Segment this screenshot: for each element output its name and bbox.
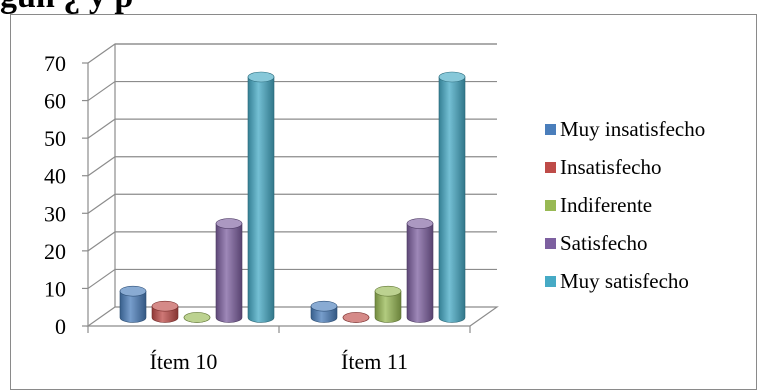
floor [86, 306, 499, 327]
bar-top [374, 285, 402, 297]
bar-body [119, 290, 147, 323]
gridlines [82, 43, 497, 333]
bar-top [215, 218, 243, 229]
bar-top [247, 71, 275, 83]
x-tick-label: Ítem 10 [150, 349, 218, 374]
legend-label: Satisfecho [560, 230, 648, 255]
bar-body [406, 223, 434, 323]
bar-top [151, 300, 179, 312]
legend-item: Insatisfecho [545, 148, 705, 186]
gridline [87, 80, 497, 102]
x-tick-labels: Ítem 10 Ítem 11 [150, 349, 408, 374]
x-tick-label: Ítem 11 [341, 349, 408, 374]
bar-insatisfecho [342, 312, 370, 323]
legend-label: Insatisfecho [560, 154, 662, 179]
clipped-title: gún ¿ y p [0, 0, 133, 16]
legend-item: Indiferente [545, 186, 705, 224]
bar-indiferente [183, 312, 211, 323]
y-tick-label: 40 [44, 164, 66, 189]
legend-item: Muy satisfecho [545, 262, 705, 300]
gridline [87, 231, 497, 252]
y-tick-label: 50 [44, 126, 66, 151]
y-tick-label: 60 [44, 89, 66, 114]
legend: Muy insatisfecho Insatisfecho Indiferente S… [545, 110, 705, 300]
chart-walls [86, 43, 499, 327]
bars [119, 71, 466, 323]
legend-label: Indiferente [560, 192, 653, 217]
legend-swatch [545, 123, 556, 135]
gridline [87, 43, 497, 64]
bar-insatisfecho [151, 300, 179, 323]
bar-indiferente [374, 285, 402, 323]
gridline [87, 268, 497, 289]
bar-body [438, 76, 466, 323]
gridline [87, 118, 497, 139]
bar-top [119, 285, 147, 297]
y-tick-label: 70 [44, 51, 66, 76]
bar-muy-satisfecho [247, 71, 275, 323]
gridline [87, 156, 497, 177]
y-tick-label: 10 [44, 276, 66, 301]
legend-label: Muy insatisfecho [560, 116, 706, 141]
chart-frame [10, 14, 757, 390]
bar-satisfecho [406, 218, 434, 323]
gridline [87, 193, 497, 214]
legend-swatch [545, 275, 556, 287]
bar-top [342, 312, 370, 323]
bar-muy-insatisfecho [119, 285, 147, 323]
legend-item: Satisfecho [545, 224, 705, 262]
y-tick-label: 0 [55, 314, 66, 339]
bar-muy-satisfecho [438, 71, 466, 323]
legend-swatch [545, 161, 556, 173]
bar-body [215, 223, 243, 323]
legend-swatch [545, 199, 556, 211]
y-tick-label: 20 [44, 239, 66, 264]
y-tick-labels: 0 10 20 30 40 50 60 70 [44, 51, 66, 339]
bar-satisfecho [215, 218, 243, 323]
legend-swatch [545, 237, 556, 249]
bar-top [438, 71, 466, 83]
legend-label: Muy satisfecho [560, 268, 689, 293]
bar-top [406, 218, 434, 229]
bar-top [183, 312, 211, 323]
bar-muy-insatisfecho [310, 300, 338, 323]
bar-body [247, 76, 275, 323]
y-tick-label: 30 [44, 201, 66, 226]
bar-body [374, 290, 402, 323]
bar-top [310, 300, 338, 312]
legend-item: Muy insatisfecho [545, 110, 705, 148]
